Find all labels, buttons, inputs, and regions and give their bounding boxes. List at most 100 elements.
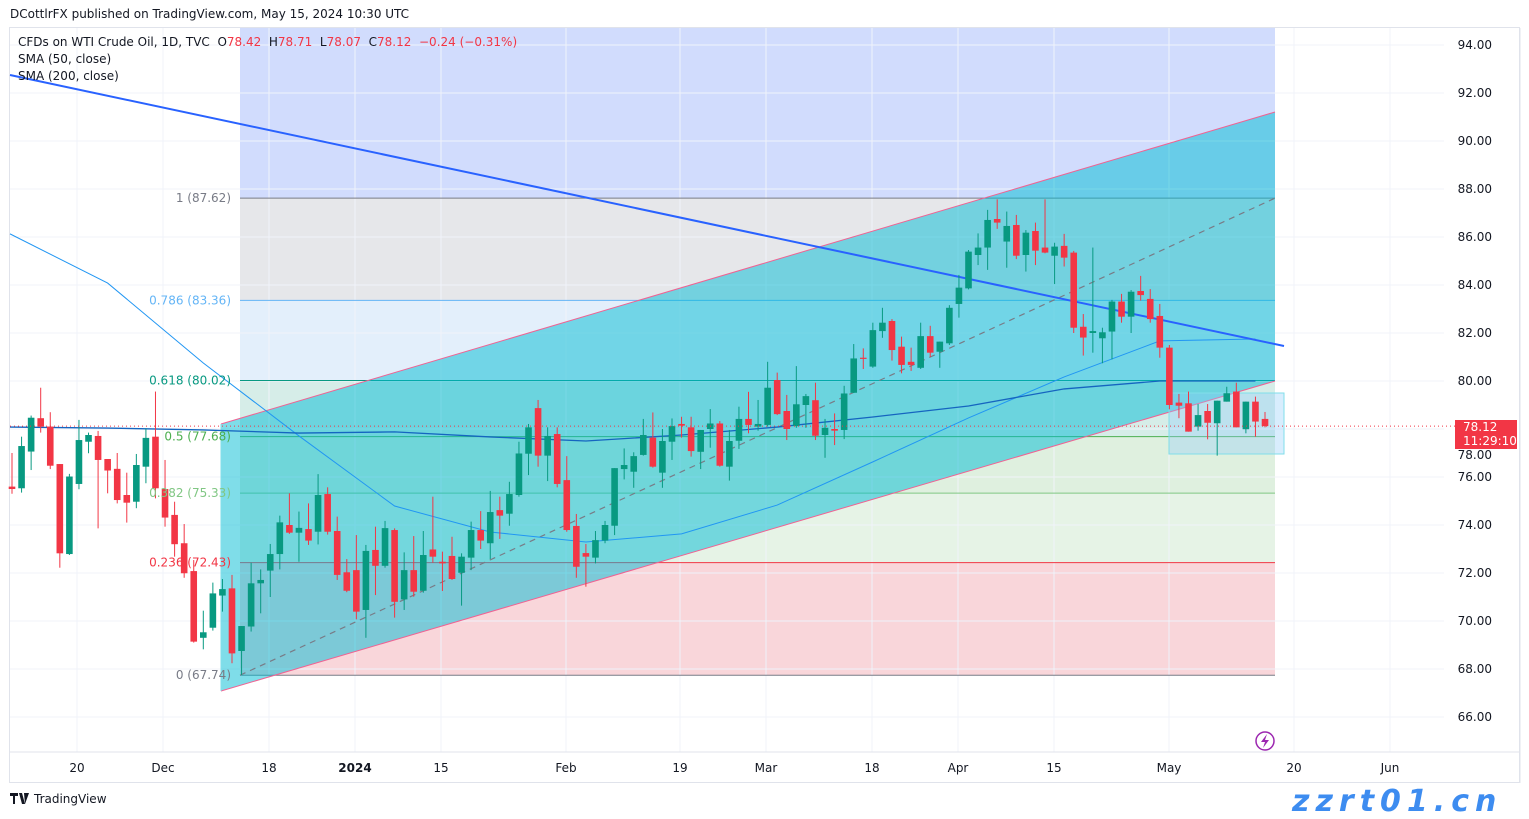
candle-up: [630, 456, 638, 472]
candle-up: [200, 632, 207, 638]
close-label: C: [368, 35, 377, 49]
y-tick-label: 84.00: [1458, 278, 1492, 292]
candle-down: [1041, 247, 1049, 253]
candle-down: [1060, 245, 1068, 258]
symbol-name[interactable]: CFDs on WTI Crude Oil, 1D, TVC: [18, 35, 210, 49]
x-tick-label: Apr: [948, 761, 969, 775]
candle-up: [458, 556, 465, 573]
candle-down: [305, 529, 312, 541]
candle-down: [687, 427, 695, 452]
candle-up: [362, 550, 370, 610]
candle-up: [974, 247, 982, 255]
candle-down: [859, 357, 867, 359]
candle-up: [1099, 332, 1106, 339]
legend-sma200[interactable]: SMA (200, close): [18, 69, 119, 83]
x-tick-label: 18: [864, 761, 879, 775]
watermark: zzrt01.cn: [1292, 784, 1503, 819]
candle-down: [448, 555, 456, 579]
legend-sma50[interactable]: SMA (50, close): [18, 52, 112, 66]
candle-down: [190, 571, 198, 642]
candle-up: [601, 525, 609, 541]
candle-down: [898, 346, 905, 365]
fib-level-label: 0.236 (72.43): [149, 556, 231, 570]
candle-up: [917, 336, 924, 368]
footer: TradingView: [10, 792, 107, 806]
y-tick-label: 92.00: [1458, 86, 1492, 100]
last-price: 78.12: [1463, 420, 1498, 434]
change-value: −0.24 (−0.31%): [419, 35, 518, 49]
x-tick-label: 18: [261, 761, 276, 775]
candle-up: [592, 540, 599, 558]
y-tick-label: 70.00: [1458, 614, 1492, 628]
y-tick-label: 72.00: [1458, 566, 1492, 580]
y-tick-label: 86.00: [1458, 230, 1492, 244]
candle-up: [793, 404, 800, 427]
candle-up: [506, 494, 513, 514]
candle-down: [1261, 418, 1269, 427]
fib-level-label: 1 (87.62): [176, 191, 231, 205]
candle-down: [353, 570, 360, 612]
candle-down: [678, 423, 685, 426]
candle-down: [1146, 298, 1154, 320]
publish-info: DCottlrFX published on TradingView.com, …: [10, 7, 410, 21]
candle-down: [573, 525, 580, 567]
candle-up: [27, 417, 35, 452]
candle-down: [104, 459, 111, 471]
fib-level-label: 0.382 (75.33): [149, 486, 231, 500]
low-label: L: [319, 35, 327, 49]
footer-brand[interactable]: TradingView: [34, 792, 107, 806]
candle-up: [620, 465, 628, 470]
fib-level-label: 0.618 (80.02): [149, 374, 231, 388]
candle-up: [486, 512, 494, 544]
chart-legend: CFDs on WTI Crude Oil, 1D, TVC O78.42 H7…: [18, 34, 517, 85]
candle-down: [745, 418, 752, 425]
candle-up: [1108, 301, 1116, 332]
candle-down: [372, 549, 379, 566]
fib-level-label: 0.786 (83.36): [149, 293, 231, 307]
candle-down: [1118, 301, 1125, 317]
candle-up: [209, 593, 217, 628]
y-tick-label: 88.00: [1458, 182, 1492, 196]
candle-down: [1070, 252, 1078, 328]
candle-up: [965, 251, 972, 289]
candle-down: [563, 480, 571, 531]
candle-down: [56, 464, 64, 554]
candle-up: [400, 570, 408, 600]
candle-down: [993, 219, 1001, 223]
candle-down: [37, 418, 44, 427]
candle-up: [1089, 331, 1097, 333]
candle-up: [850, 358, 858, 393]
bar-countdown: 11:29:10: [1463, 434, 1517, 448]
legend-symbol-row: CFDs on WTI Crude Oil, 1D, TVC O78.42 H7…: [18, 34, 517, 51]
candle-up: [276, 522, 284, 555]
candle-up: [247, 583, 255, 627]
candle-down: [1166, 347, 1173, 405]
high-value: 78.71: [277, 35, 313, 49]
candle-up: [1242, 401, 1250, 430]
open-label: O: [217, 35, 227, 49]
candle-up: [467, 530, 475, 558]
candle-up: [381, 528, 389, 566]
candle-up: [697, 429, 704, 452]
candle-up: [66, 476, 73, 555]
candle-up: [754, 423, 762, 427]
candle-down: [1013, 225, 1020, 256]
tradingview-logo-icon: [10, 793, 29, 804]
close-value: 78.12: [377, 35, 412, 49]
candle-down: [1175, 402, 1183, 406]
x-tick-label: 20: [1286, 761, 1301, 775]
x-tick-label: Feb: [555, 761, 576, 775]
fib-level-label: 0 (67.74): [176, 668, 231, 682]
candle-down: [1233, 391, 1240, 428]
candle-up: [639, 435, 647, 455]
candle-up: [525, 427, 532, 454]
candle-down: [343, 572, 351, 591]
candle-down: [410, 570, 418, 592]
candle-up: [764, 387, 771, 425]
candle-up: [1003, 225, 1011, 242]
candle-down: [113, 468, 121, 501]
candle-up: [946, 307, 953, 344]
candle-up: [869, 330, 877, 367]
candle-down: [324, 494, 331, 532]
